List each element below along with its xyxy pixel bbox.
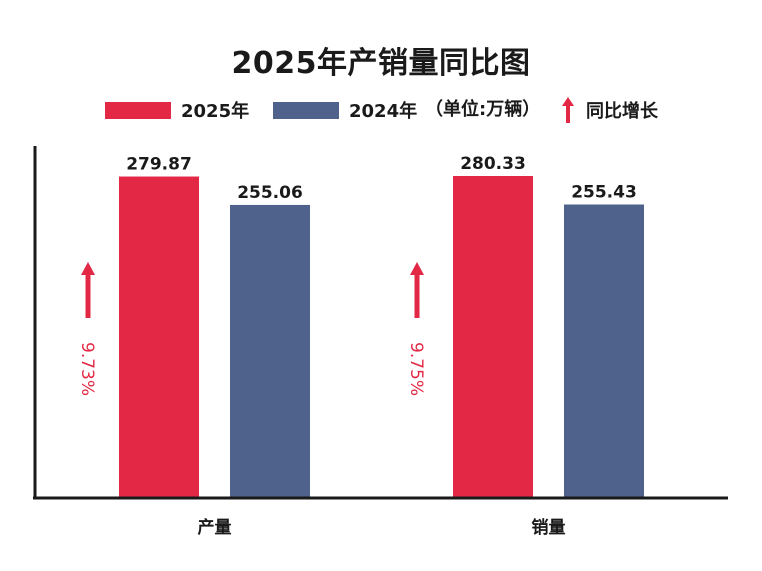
value-label-2024-1: 255.43 [571,183,637,203]
up-arrow-icon [562,97,574,123]
chart-title: 2025年产销量同比图 [231,46,531,81]
growth-label-0: 9.73% [77,342,97,396]
chart-bars: 279.87 255.06 产量 9.73% 280.33 255.43 销量 9.75% [77,154,644,538]
legend: 2025年 2024年 （单位:万辆） 同比增长 [0,95,762,125]
legend-swatch-2025 [105,101,171,119]
legend-label-2024: 2024年 [349,101,418,122]
category-label-1: 销量 [532,517,566,538]
value-label-2025-0: 279.87 [126,155,192,175]
category-label-0: 产量 [198,517,232,538]
bar-2024-1 [564,204,644,498]
legend-item-2025: 2025年 [105,95,249,125]
unit-label: （单位:万辆） [425,99,541,120]
bar-2024-0 [230,204,310,497]
growth-label-1: 9.75% [406,342,426,396]
legend-item-2024: 2024年 [273,95,417,125]
bar-2025-1 [453,176,533,497]
bar-2025-0 [119,176,199,497]
legend-label-growth: 同比增长 [586,101,658,122]
legend-item-growth: 同比增长 [562,95,658,125]
value-label-2024-0: 255.06 [237,183,303,203]
legend-label-2025: 2025年 [181,101,250,122]
legend-swatch-2024 [273,101,339,119]
growth-arrow-icon [410,262,424,318]
growth-arrow-icon [81,262,95,318]
value-label-2025-1: 280.33 [460,154,526,174]
